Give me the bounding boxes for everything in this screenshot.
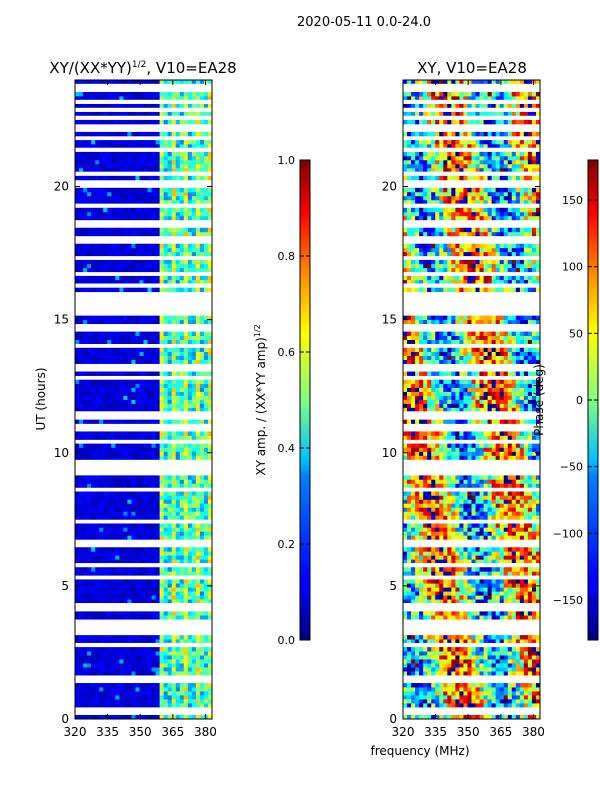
- x-tick-label: 365: [489, 725, 512, 739]
- phase-colorbar-label: Phase (deg): [532, 364, 546, 436]
- amplitude-axes: 320 335 350 365 380 0 5 10 15 20: [54, 80, 217, 739]
- phase-panel: XY, V10=EA28 320 335 350 365 380 0 5 10 15 20 fre…: [370, 59, 544, 758]
- phase-title: XY, V10=EA28: [417, 59, 527, 77]
- amplitude-heatmap: [75, 80, 213, 720]
- y-tick-label: 0: [61, 712, 69, 726]
- y-tick-label: 0: [389, 712, 397, 726]
- x-tick-label: 320: [392, 725, 415, 739]
- phase-colorbar: 150 100 50 0 −50 −100 −150 Phase (deg): [532, 159, 599, 641]
- colorbar-tick-label: 1.0: [278, 154, 296, 167]
- amplitude-title: XY/(XX*YY)1/2, V10=EA28: [49, 59, 236, 77]
- y-tick-label: 10: [54, 446, 69, 460]
- x-tick-label: 335: [96, 725, 119, 739]
- colorbar-tick-label: −150: [553, 594, 583, 607]
- y-tick-label: 5: [61, 579, 69, 593]
- y-tick-label: 15: [382, 313, 397, 327]
- shared-xlabel: frequency (MHz): [370, 744, 469, 758]
- phase-axes: 320 335 350 365 380 0 5 10 15 20: [382, 80, 545, 739]
- y-tick-label: 10: [382, 446, 397, 460]
- x-tick-label: 380: [194, 725, 217, 739]
- amplitude-colorbar-label: XY amp. / (XX*YY amp)1/2: [253, 324, 268, 475]
- colorbar-tick-label: 0.6: [278, 346, 296, 359]
- colorbar-tick-label: 50: [569, 327, 583, 340]
- figure-suptitle: 2020-05-11 0.0-24.0: [297, 15, 431, 30]
- x-tick-label: 365: [161, 725, 184, 739]
- phase-heatmap: [403, 80, 541, 720]
- amplitude-panel: XY/(XX*YY)1/2, V10=EA28 320 335 350 365 380 0…: [34, 59, 237, 739]
- colorbar-tick-label: 0.2: [278, 538, 296, 551]
- x-tick-label: 335: [424, 725, 447, 739]
- y-tick-label: 5: [389, 579, 397, 593]
- colorbar-tick-label: 0: [576, 394, 583, 407]
- x-tick-label: 320: [64, 725, 87, 739]
- amplitude-colorbar: 0.0 0.2 0.4 0.6 0.8 1.0 XY amp. / (XX*YY amp)…: [253, 154, 311, 647]
- phase-frame: [402, 79, 541, 720]
- colorbar-tick-label: 150: [562, 194, 583, 207]
- colorbar-tick-label: 0.4: [278, 442, 296, 455]
- amplitude-colorbar-bar: [299, 159, 311, 641]
- x-tick-label: 380: [522, 725, 545, 739]
- colorbar-tick-label: −100: [553, 527, 583, 540]
- amplitude-ylabel: UT (hours): [34, 367, 48, 430]
- colorbar-tick-label: 0.0: [278, 634, 296, 647]
- colorbar-tick-label: 0.8: [278, 250, 296, 263]
- amplitude-frame: [74, 79, 213, 720]
- y-tick-label: 20: [382, 180, 397, 194]
- colorbar-tick-label: 100: [562, 261, 583, 274]
- x-tick-label: 350: [457, 725, 480, 739]
- y-tick-label: 20: [54, 180, 69, 194]
- y-tick-label: 15: [54, 313, 69, 327]
- x-tick-label: 350: [129, 725, 152, 739]
- colorbar-tick-label: −50: [560, 461, 583, 474]
